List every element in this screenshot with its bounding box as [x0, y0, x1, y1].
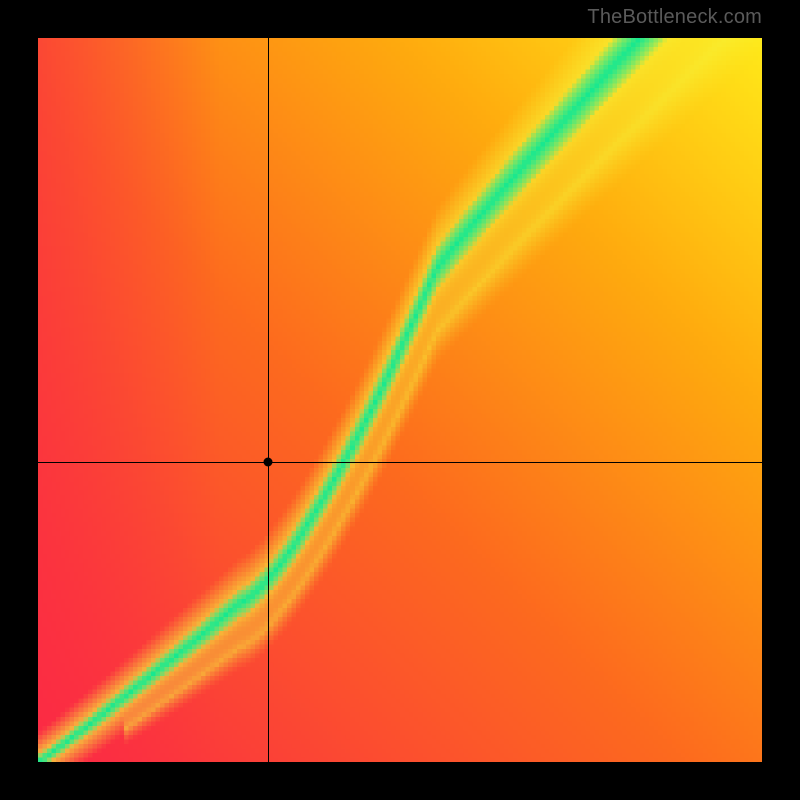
heatmap-canvas: [38, 38, 762, 762]
crosshair-marker: [263, 457, 272, 466]
plot-area: [38, 38, 762, 762]
crosshair-horizontal: [38, 462, 762, 463]
watermark-text: TheBottleneck.com: [587, 6, 762, 29]
crosshair-vertical: [268, 38, 269, 762]
